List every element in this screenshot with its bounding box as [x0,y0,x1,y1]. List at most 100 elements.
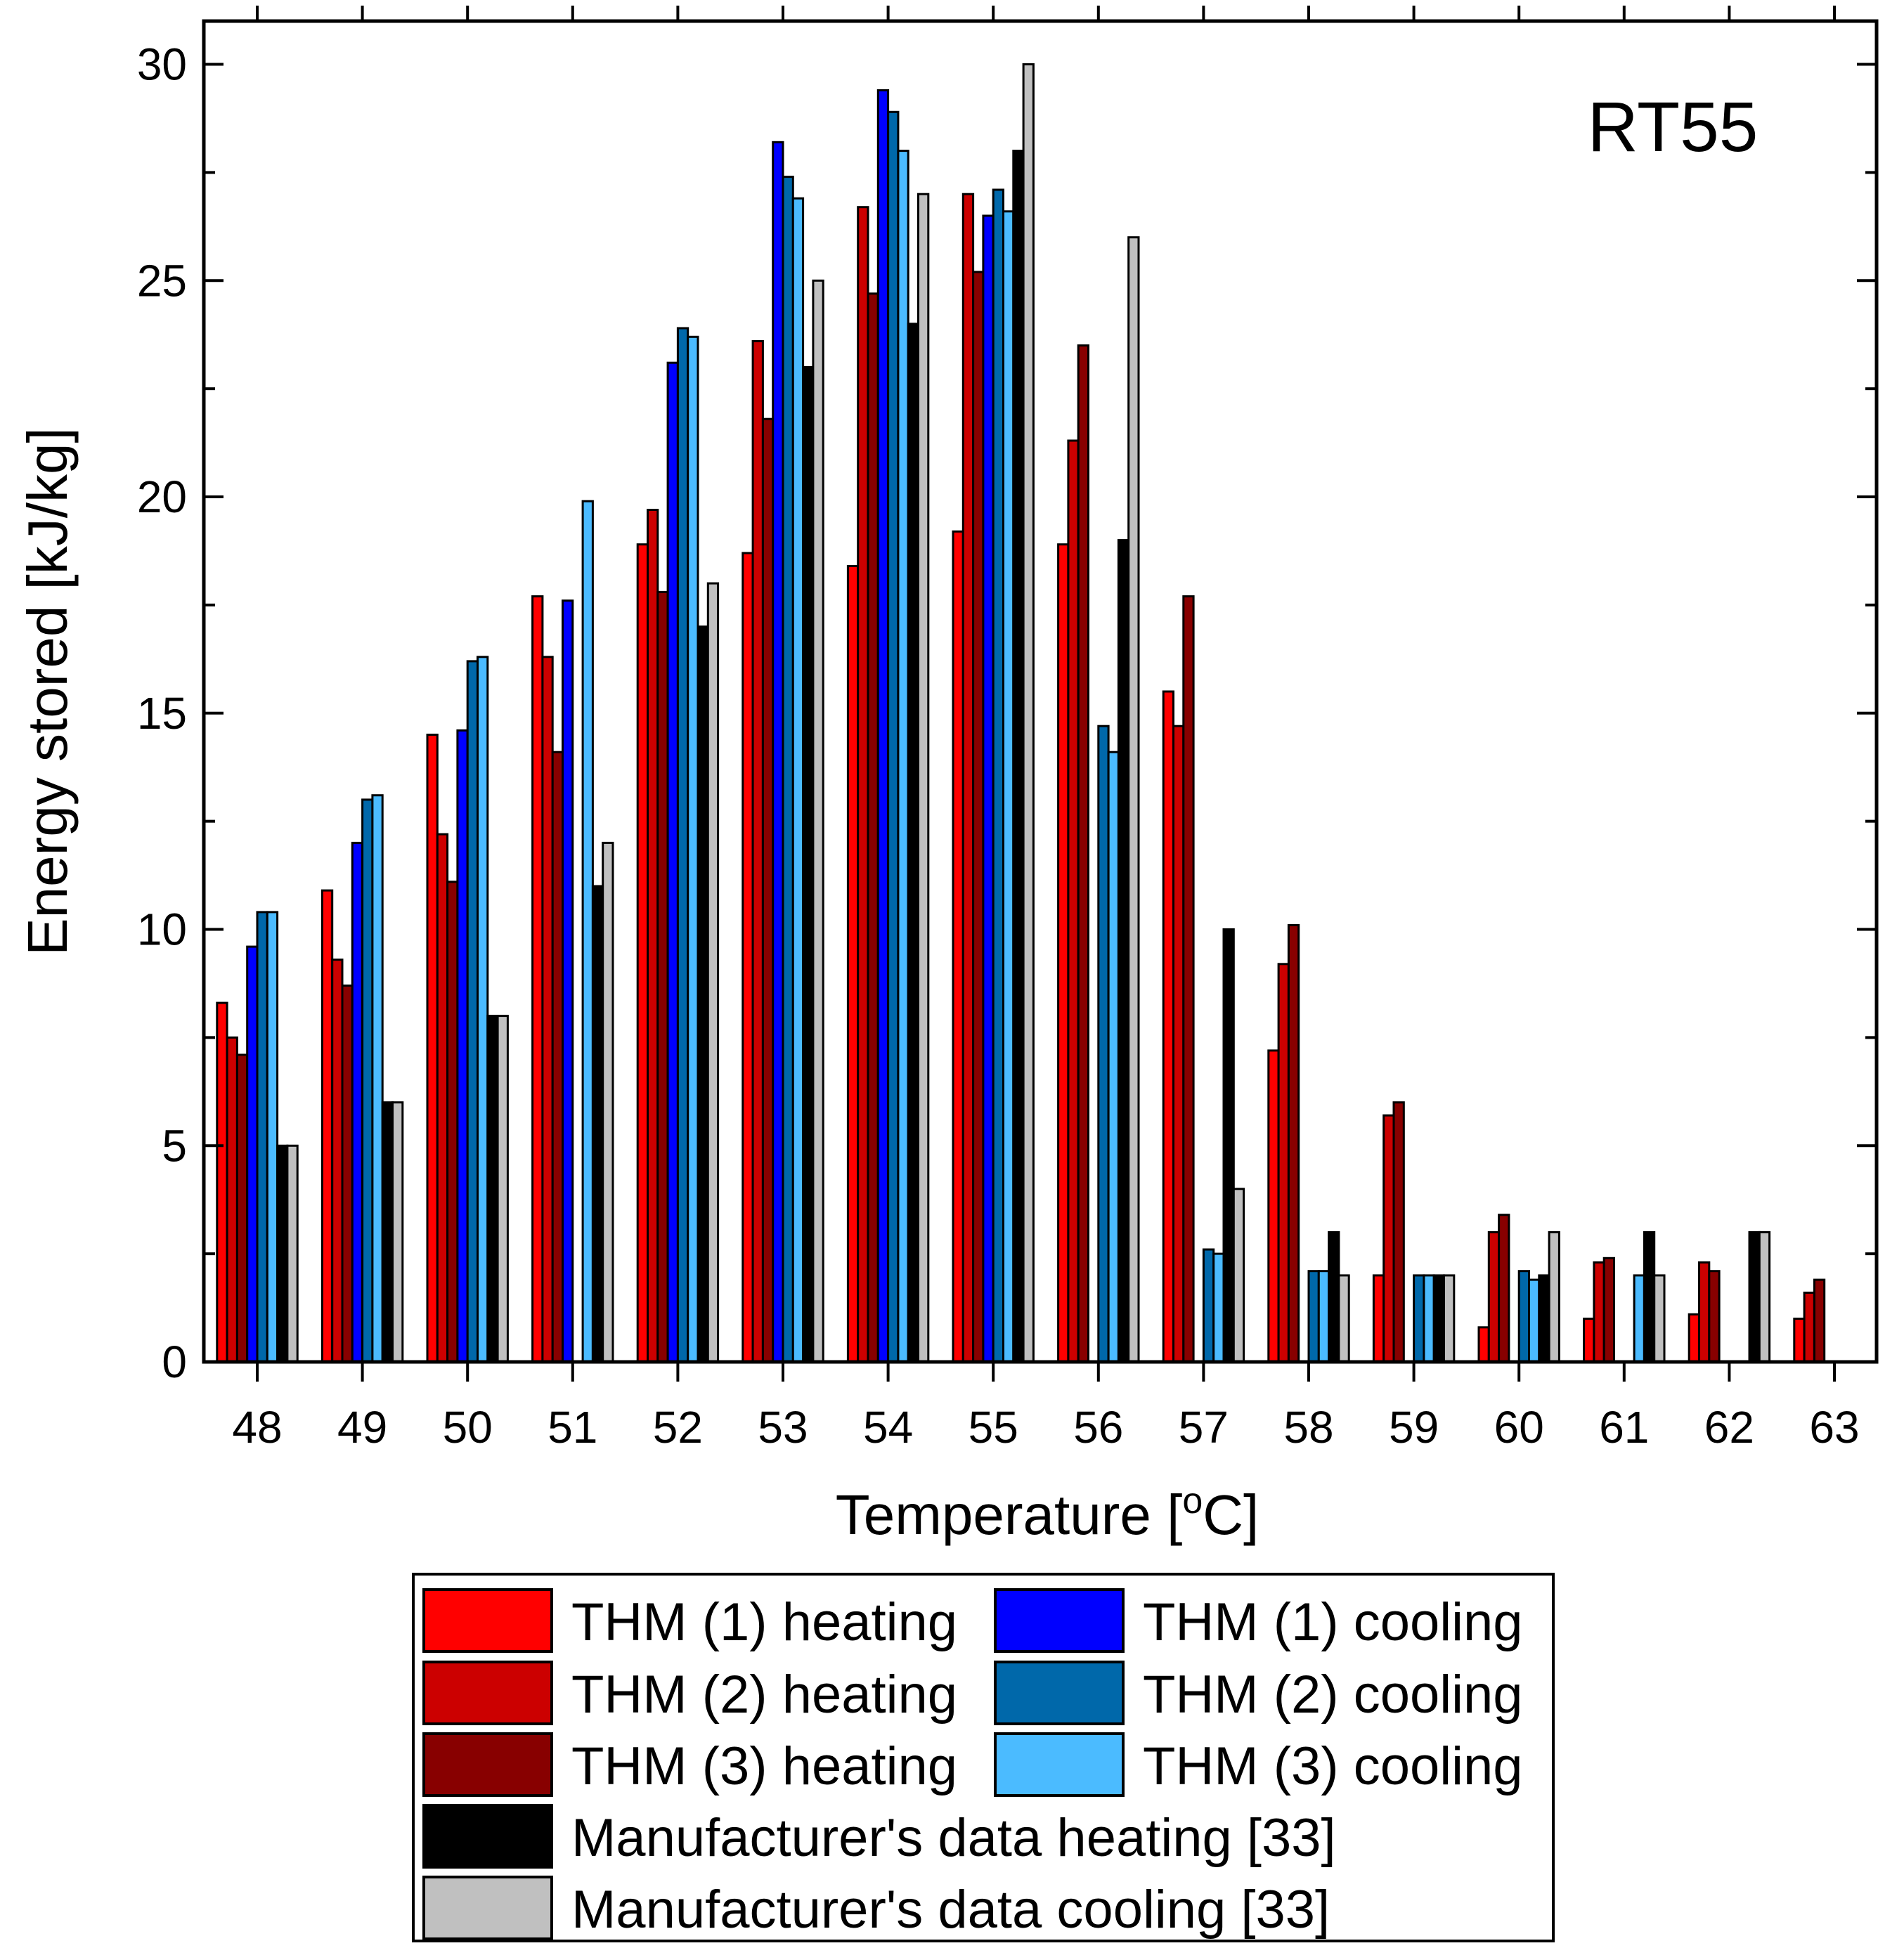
x-tick-label: 50 [443,1402,493,1453]
bar-thm-1-cooling-48 [246,945,259,1363]
bar-thm-3-heating-56 [1077,344,1089,1363]
bar-thm-1-heating-55 [952,530,964,1363]
legend-swatch-2 [422,1732,553,1797]
legend-label-0: THM (1) heating [571,1592,957,1652]
bar-manufacturer-s-data-heating-33-53 [802,365,815,1363]
bar-manufacturer-s-data-heating-33-54 [907,323,919,1363]
bar-manufacturer-s-data-heating-33-48 [276,1144,289,1363]
bar-thm-2-heating-61 [1593,1261,1605,1363]
y-tick-label: 10 [137,904,187,955]
bar-thm-3-heating-59 [1392,1101,1405,1363]
bar-thm-1-cooling-54 [876,89,890,1363]
bar-thm-1-cooling-51 [562,599,574,1363]
bar-manufacturer-s-data-heating-33-61 [1643,1231,1656,1363]
bar-thm-2-cooling-52 [676,327,689,1363]
bar-thm-1-cooling-53 [772,141,784,1363]
bar-thm-3-cooling-59 [1423,1274,1435,1363]
legend: THM (1) heating THM (2) heating THM (3) he… [412,1573,1555,1942]
bar-thm-3-heating-58 [1287,923,1300,1363]
bar-manufacturer-s-data-heating-33-51 [591,885,604,1363]
bar-thm-1-heating-61 [1583,1318,1595,1363]
bar-thm-2-heating-51 [541,656,554,1363]
bar-manufacturer-s-data-heating-33-57 [1222,928,1235,1363]
legend-label-6: Manufacturer's data heating [33] [571,1808,1336,1868]
x-tick-label: 63 [1809,1402,1859,1453]
bar-manufacturer-s-data-cooling-33-48 [286,1144,299,1363]
bar-thm-2-cooling-55 [992,188,1004,1363]
bar-thm-3-cooling-58 [1317,1270,1330,1363]
x-tick-label: 58 [1283,1402,1333,1453]
legend-label-5: THM (3) cooling [1143,1736,1523,1796]
y-axis-title: Energy stored [kJ/kg] [16,427,79,955]
bar-thm-2-heating-59 [1382,1114,1395,1363]
bar-thm-1-heating-48 [216,1001,228,1363]
bar-thm-3-heating-53 [761,417,775,1363]
legend-swatch-1 [422,1661,553,1725]
bar-thm-2-cooling-54 [887,110,900,1363]
x-tick-label: 61 [1599,1402,1649,1453]
bar-thm-2-heating-62 [1698,1261,1711,1363]
bar-thm-3-cooling-57 [1212,1252,1225,1363]
x-axis-title: Temperature [oC] [836,1481,1259,1546]
legend-label-2: THM (3) heating [571,1736,957,1796]
bar-thm-3-cooling-61 [1633,1274,1645,1363]
bar-thm-1-heating-52 [636,543,649,1363]
bar-thm-3-heating-48 [235,1053,249,1363]
bar-manufacturer-s-data-cooling-33-57 [1232,1188,1245,1363]
bar-thm-3-heating-54 [867,292,879,1363]
x-tick-label: 56 [1073,1402,1123,1453]
bar-thm-3-heating-60 [1498,1214,1510,1363]
bar-manufacturer-s-data-cooling-33-54 [917,193,930,1363]
bar-thm-2-cooling-49 [361,798,374,1363]
bar-thm-2-heating-55 [961,193,975,1363]
bar-thm-2-cooling-58 [1307,1270,1320,1363]
bar-thm-2-heating-63 [1803,1292,1815,1363]
x-tick-label: 52 [653,1402,703,1453]
legend-label-7: Manufacturer's data cooling [33] [571,1880,1330,1940]
bar-thm-3-cooling-60 [1528,1278,1541,1363]
bar-thm-2-heating-50 [436,833,449,1363]
bar-thm-2-cooling-57 [1202,1248,1215,1363]
bar-thm-3-heating-55 [972,271,985,1363]
bar-thm-3-cooling-51 [581,500,594,1363]
legend-swatch-3 [994,1588,1125,1653]
y-tick-label: 20 [137,472,187,522]
y-tick-label: 15 [137,688,187,739]
x-tick-label: 60 [1494,1402,1544,1453]
bar-manufacturer-s-data-cooling-33-61 [1653,1274,1666,1363]
bar-thm-1-heating-63 [1793,1318,1806,1363]
bar-manufacturer-s-data-cooling-33-56 [1127,236,1140,1363]
bar-manufacturer-s-data-heating-33-58 [1328,1231,1340,1363]
bar-thm-3-cooling-50 [477,656,489,1363]
bar-thm-1-cooling-50 [456,729,469,1363]
bar-manufacturer-s-data-cooling-33-53 [812,279,824,1363]
bar-thm-3-heating-57 [1182,595,1195,1363]
y-tick-label: 5 [162,1120,187,1171]
bar-thm-2-heating-48 [226,1036,238,1363]
bar-thm-1-heating-58 [1267,1049,1280,1363]
bar-thm-2-heating-53 [751,340,764,1363]
bar-manufacturer-s-data-heating-33-49 [381,1101,394,1363]
bar-thm-1-heating-57 [1162,690,1174,1363]
bar-thm-2-cooling-48 [256,911,268,1363]
bar-thm-3-heating-63 [1813,1278,1826,1363]
bar-thm-2-cooling-60 [1517,1270,1530,1363]
bar-manufacturer-s-data-cooling-33-49 [391,1101,404,1363]
bar-manufacturer-s-data-cooling-33-58 [1338,1274,1350,1363]
bar-thm-3-heating-49 [341,985,354,1363]
legend-swatch-4 [994,1661,1125,1725]
bar-thm-3-cooling-55 [1002,210,1015,1363]
bar-manufacturer-s-data-cooling-33-62 [1758,1231,1771,1363]
bar-thm-1-heating-51 [531,595,544,1363]
bar-thm-2-cooling-56 [1097,725,1110,1363]
legend-swatch-0 [422,1588,553,1653]
annotation-label: RT55 [1588,88,1759,167]
y-tick-label: 30 [137,39,187,90]
bar-thm-1-heating-53 [741,552,754,1363]
bar-manufacturer-s-data-heating-33-56 [1117,539,1130,1363]
bar-thm-3-cooling-53 [791,197,805,1363]
bar-manufacturer-s-data-cooling-33-60 [1548,1231,1560,1363]
x-tick-label: 62 [1704,1402,1754,1453]
bar-thm-3-cooling-54 [897,150,909,1363]
